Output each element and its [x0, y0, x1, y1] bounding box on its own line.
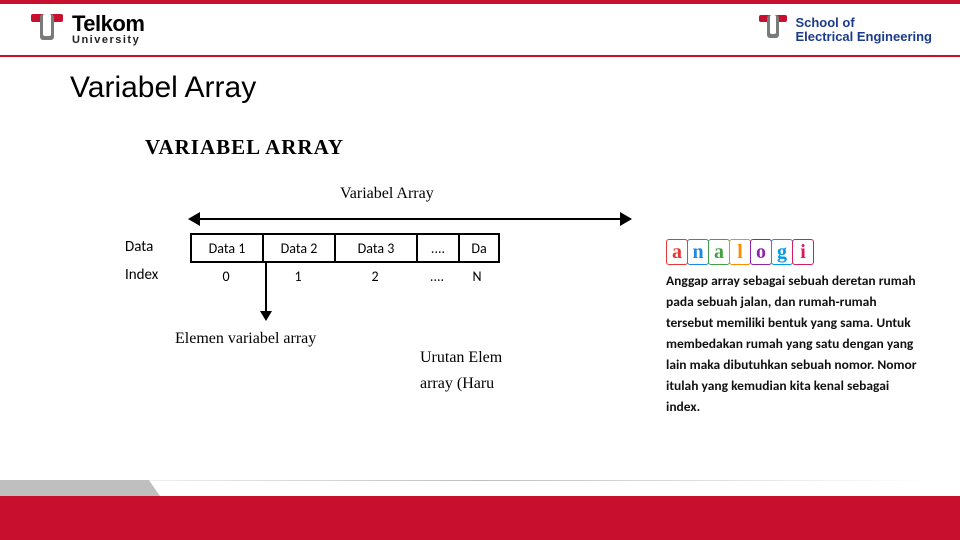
analogy-box: analogi Anggap array sebagai sebuah dere…	[660, 235, 932, 425]
analogy-word: analogi	[666, 239, 926, 265]
analogy-letter: a	[666, 239, 688, 265]
order-label: Urutan Elem array (Haru	[420, 345, 502, 396]
footer-shadow	[30, 480, 930, 481]
telkom-logo: Telkom University	[28, 10, 144, 49]
array-index: 1	[262, 265, 334, 287]
slide-title: Variabel Array	[70, 71, 960, 105]
array-index: 2	[334, 265, 416, 287]
diagram-handwritten-title: VARIABEL ARRAY	[145, 135, 344, 160]
array-cell: Data 3	[336, 235, 418, 261]
row-label-index: Index	[125, 266, 158, 284]
slide-header: Telkom University School of Electrical E…	[0, 4, 960, 57]
analogy-letter: i	[792, 239, 814, 265]
soe-logo: School of Electrical Engineering	[757, 12, 932, 47]
array-cell: Da	[460, 235, 498, 261]
array-index: N	[458, 265, 496, 287]
row-label-data: Data	[125, 238, 153, 256]
array-span-arrow	[190, 210, 630, 228]
element-pointer-arrow	[260, 263, 272, 321]
array-index: ....	[416, 265, 458, 287]
telkom-logo-text: Telkom	[72, 13, 144, 35]
order-label-line2: array (Haru	[420, 375, 494, 392]
analogy-letter: o	[750, 239, 772, 265]
footer-red-block	[0, 496, 960, 540]
telkom-logo-icon	[28, 10, 66, 49]
array-index: 0	[190, 265, 262, 287]
content-area: VARIABEL ARRAY Variabel Array Data Index…	[0, 105, 960, 475]
soe-line1: School of	[795, 16, 932, 30]
array-span-label: Variabel Array	[340, 185, 434, 203]
analogy-letter: g	[771, 239, 793, 265]
order-label-line1: Urutan Elem	[420, 349, 502, 366]
analogy-letter: l	[729, 239, 751, 265]
element-label: Elemen variabel array	[175, 330, 316, 348]
analogy-letter: a	[708, 239, 730, 265]
array-cells: Data 1Data 2Data 3....Da	[190, 233, 500, 263]
analogy-letter: n	[687, 239, 709, 265]
footer-grey-accent	[0, 480, 160, 496]
array-cell: Data 2	[264, 235, 336, 261]
slide-footer	[0, 480, 960, 540]
telkom-logo-subtext: University	[72, 35, 144, 46]
soe-line2: Electrical Engineering	[795, 30, 932, 44]
array-index-row: 012....N	[190, 265, 496, 287]
array-cell: ....	[418, 235, 460, 261]
soe-logo-icon	[757, 12, 789, 47]
array-cell: Data 1	[192, 235, 264, 261]
analogy-text: Anggap array sebagai sebuah deretan ruma…	[666, 271, 926, 417]
